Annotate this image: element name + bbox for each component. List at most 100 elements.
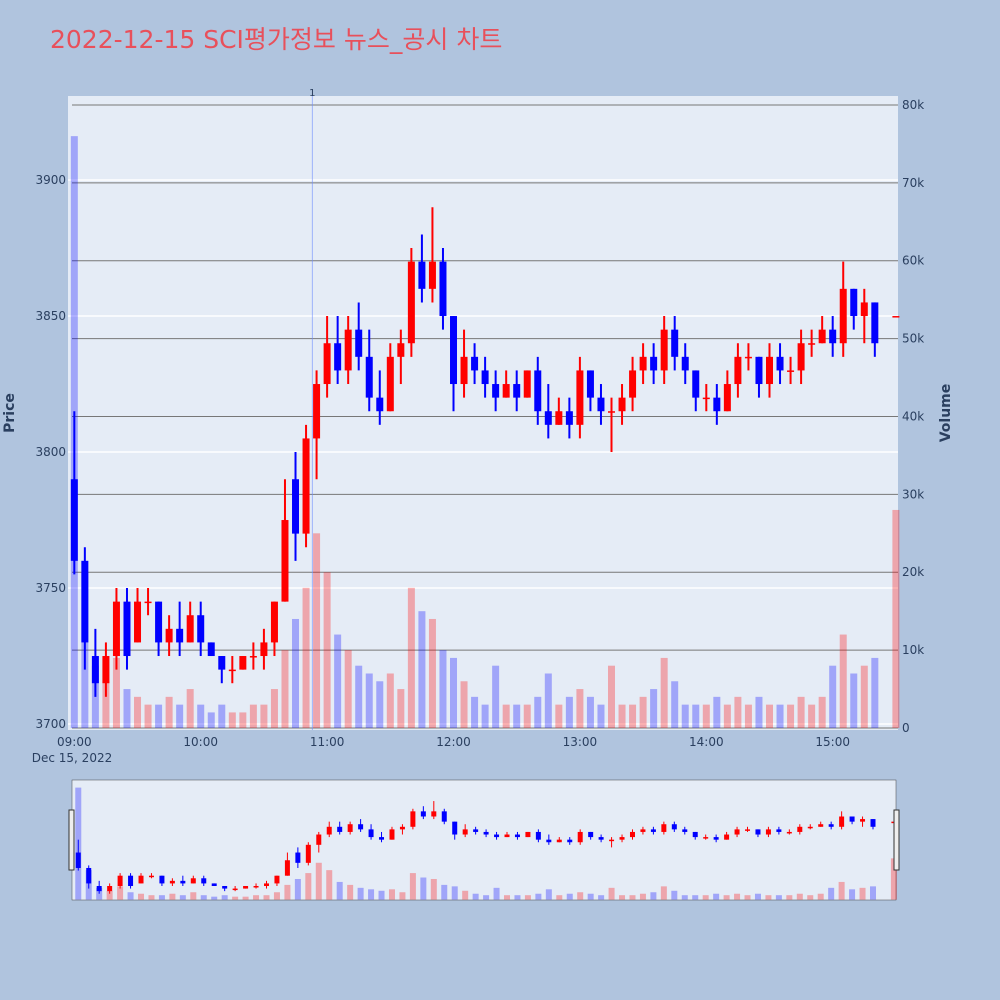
slider-volume-bar: [483, 895, 490, 900]
volume-bar: [91, 665, 99, 728]
candle-body: [860, 302, 868, 317]
slider-candle-body: [368, 829, 374, 838]
slider-volume-bar: [138, 893, 145, 900]
slider-volume-bar: [305, 873, 312, 900]
slider-volume-bar: [650, 892, 657, 900]
slider-volume-bar: [660, 886, 667, 900]
volume-bar: [576, 689, 584, 728]
volume-bar: [650, 689, 658, 728]
slider-volume-bar: [849, 889, 856, 900]
range-slider[interactable]: [71, 779, 897, 901]
candle-body: [450, 316, 458, 385]
slider-volume-bar: [859, 887, 866, 900]
slider-volume-bar: [817, 893, 824, 900]
volume-bar: [239, 712, 247, 728]
slider-candle-body: [284, 860, 290, 876]
candle-body: [397, 343, 405, 357]
slider-volume-bar: [828, 887, 835, 900]
volume-bar: [629, 704, 637, 728]
slider-candle-body: [629, 831, 635, 838]
slider-candle-body: [389, 829, 395, 840]
candle-body: [523, 370, 531, 398]
slider-candle-body: [682, 829, 688, 832]
candle-body: [228, 669, 236, 672]
candle-body: [70, 479, 78, 561]
volume-bar: [450, 657, 458, 728]
slider-candle-body: [117, 875, 123, 886]
x-tick-label: 09:00: [57, 735, 92, 749]
slider-volume-bar: [775, 895, 782, 900]
volume-bar: [544, 673, 552, 728]
slider-volume-bar: [221, 895, 228, 900]
volume-bar: [313, 533, 321, 728]
slider-candle-body: [807, 826, 813, 829]
candle-body: [344, 329, 352, 371]
slider-candle-body: [410, 811, 416, 827]
volume-bar: [165, 696, 173, 728]
candle-body: [618, 397, 626, 412]
slider-volume-bar: [462, 890, 469, 900]
volume-bar: [323, 572, 331, 728]
volume-bar: [586, 696, 594, 728]
slider-candle-body: [692, 831, 698, 838]
range-slider-marks: [75, 787, 897, 900]
slider-volume-bar: [284, 884, 291, 900]
candle-body: [292, 479, 300, 534]
candle-body: [428, 261, 436, 289]
candle-body: [418, 261, 426, 289]
volume-bar: [513, 704, 521, 728]
slider-volume-bar: [587, 893, 594, 900]
slider-volume-bar: [786, 895, 793, 900]
candle-body: [871, 302, 879, 344]
volume-bar: [134, 696, 142, 728]
candle-body: [734, 356, 742, 385]
volume-bar: [818, 696, 826, 728]
x-date-label: Dec 15, 2022: [32, 751, 112, 765]
y2-tick-label: 60k: [902, 254, 924, 268]
candle-body: [218, 656, 226, 670]
slider-volume-bar: [294, 878, 301, 900]
volume-bar: [723, 704, 731, 728]
volume-bar: [871, 657, 879, 728]
volume-bar: [829, 665, 837, 728]
y2-tick-label: 0: [902, 721, 910, 735]
slider-candle-body: [776, 829, 782, 832]
slider-candle-body: [734, 829, 740, 835]
slider-candle-body: [190, 878, 196, 884]
candle-body: [555, 411, 563, 425]
volume-bar: [787, 704, 795, 728]
slider-candle-body: [180, 880, 186, 884]
candle-body: [713, 397, 721, 412]
range-handle[interactable]: [68, 809, 75, 871]
y-tick-label: 3750: [35, 581, 66, 595]
slider-volume-bar: [629, 895, 636, 900]
volume-bar: [734, 696, 742, 728]
candle-body: [270, 601, 278, 643]
candle-body: [239, 656, 247, 670]
volume-bar: [460, 681, 468, 728]
slider-candle-body: [243, 885, 249, 889]
slider-candle-body: [849, 816, 855, 822]
y2-tick-label: 80k: [902, 98, 924, 112]
volume-bar: [270, 689, 278, 728]
volume-bar: [144, 704, 152, 728]
candle-body: [112, 601, 120, 657]
volume-bar: [702, 704, 710, 728]
slider-volume-bar: [106, 890, 113, 900]
slider-candle-body: [839, 816, 845, 827]
slider-volume-bar: [598, 895, 605, 900]
volume-bar: [218, 704, 226, 728]
slider-candle-body: [797, 826, 803, 832]
slider-candle-body: [619, 837, 625, 840]
candle-body: [723, 384, 731, 412]
y2-tick-label: 20k: [902, 565, 924, 579]
candle-body: [755, 356, 763, 385]
y2-tick-label: 50k: [902, 332, 924, 346]
candle-body: [544, 411, 552, 425]
x-tick-label: 12:00: [436, 735, 471, 749]
volume-bar: [534, 696, 542, 728]
range-handle[interactable]: [893, 809, 900, 871]
slider-candle-body: [316, 834, 322, 845]
candle-body: [249, 656, 257, 658]
